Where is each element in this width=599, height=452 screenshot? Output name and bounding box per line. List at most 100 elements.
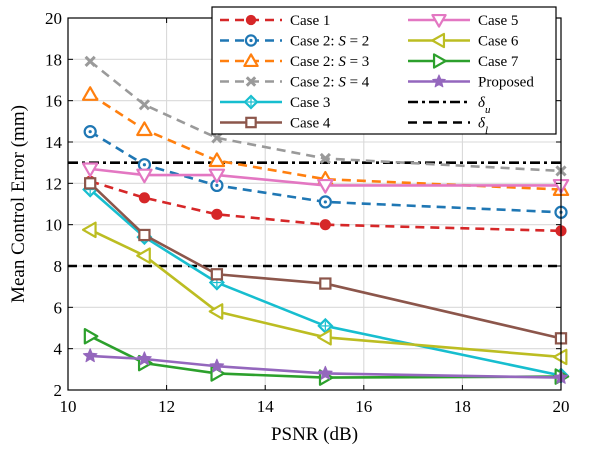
data-point xyxy=(210,268,224,281)
y-tick-label: 8 xyxy=(54,257,63,276)
y-tick-label: 6 xyxy=(54,298,63,317)
marker-stroke xyxy=(245,76,257,87)
series-line xyxy=(89,180,562,233)
marker-stroke xyxy=(84,55,96,68)
data-point xyxy=(317,178,334,194)
y-tick-label: 20 xyxy=(45,9,62,28)
y-tick-label: 18 xyxy=(45,50,62,69)
data-point xyxy=(431,32,446,49)
data-point xyxy=(244,34,258,47)
marker-stroke xyxy=(211,132,223,144)
legend-box xyxy=(211,6,557,135)
legend-label: Case 7 xyxy=(478,54,519,70)
y-tick-label: 10 xyxy=(45,216,62,235)
data-point xyxy=(83,125,97,139)
data-point xyxy=(319,277,332,290)
x-tick-label: 12 xyxy=(158,397,175,416)
data-point xyxy=(136,121,153,137)
data-point xyxy=(138,228,151,242)
data-point xyxy=(208,168,226,184)
x-tick-label: 18 xyxy=(454,397,471,416)
y-tick-label: 16 xyxy=(45,92,62,111)
data-point xyxy=(432,53,447,69)
legend-label: Case 1 xyxy=(290,13,330,29)
legend: Case 1 Case 2: S = 2 Case 2: S = 3 Case 2: … xyxy=(211,6,557,137)
series-line xyxy=(89,60,562,173)
series xyxy=(82,348,569,384)
legend-entry: Case 5 xyxy=(408,13,518,29)
data-point xyxy=(317,329,332,346)
x-axis-label: PSNR (dB) xyxy=(271,424,358,445)
x-tick-label: 20 xyxy=(553,397,570,416)
legend-entry: Case 6 xyxy=(408,32,519,50)
series-lines xyxy=(81,55,570,386)
data-point xyxy=(138,192,150,204)
legend-label: Case 2: S = 2 xyxy=(290,34,369,50)
legend-entry: Case 4 xyxy=(220,116,331,132)
y-tick-label: 14 xyxy=(45,133,63,152)
legend-entry: Case 3 xyxy=(220,94,330,111)
legend-entry: Case 2: S = 4 xyxy=(220,75,370,91)
legend-entry: Case 7 xyxy=(408,53,519,70)
legend-label: δl xyxy=(478,116,488,137)
marker-dot xyxy=(323,200,327,204)
legend-entry: Proposed xyxy=(408,74,534,91)
y-tick-label: 2 xyxy=(54,381,63,400)
y-tick-label: 4 xyxy=(54,340,63,359)
data-point xyxy=(136,168,153,184)
legend-entry: δl xyxy=(408,116,488,137)
series xyxy=(84,177,568,345)
data-point xyxy=(552,348,568,366)
y-tick-label: 12 xyxy=(45,174,62,193)
x-tick-label: 14 xyxy=(257,397,275,416)
x-tick-label: 16 xyxy=(355,397,372,416)
marker-stroke xyxy=(138,99,151,111)
data-point xyxy=(208,303,224,320)
data-point xyxy=(209,358,225,373)
data-point xyxy=(81,221,97,239)
data-point xyxy=(136,247,151,264)
data-point xyxy=(245,14,257,26)
data-point xyxy=(137,351,152,366)
y-axis-label: Mean Control Error (mm) xyxy=(8,105,29,303)
axis-ticks: 10 12 14 16 18 20 2 4 6 8 10 12 14 16 18 20 xyxy=(45,9,570,416)
data-point xyxy=(318,365,333,380)
data-point xyxy=(318,195,332,209)
data-point xyxy=(81,162,99,178)
data-point xyxy=(431,13,447,28)
data-point xyxy=(81,86,99,101)
legend-entry: δu xyxy=(408,95,491,116)
data-point xyxy=(82,348,98,363)
marker-dot xyxy=(249,38,253,43)
legend-label: δu xyxy=(478,95,491,116)
legend-label: Case 6 xyxy=(478,34,519,50)
data-point xyxy=(319,219,331,231)
threshold-lines xyxy=(68,161,561,268)
marker-dot xyxy=(215,183,219,187)
data-point xyxy=(83,328,99,345)
legend-label: Case 2: S = 3 xyxy=(290,54,369,70)
legend-label: Case 4 xyxy=(290,116,331,132)
x-tick-label: 10 xyxy=(60,397,77,416)
marker-stroke xyxy=(319,152,331,165)
marker-dot xyxy=(88,130,92,134)
series xyxy=(84,55,567,177)
data-point xyxy=(84,177,97,190)
legend-label: Proposed xyxy=(478,75,534,91)
legend-entry: Case 2: S = 3 xyxy=(220,53,369,70)
data-point xyxy=(245,116,257,129)
legend-entry: Case 1 xyxy=(220,13,330,29)
data-point xyxy=(243,94,259,110)
legend-label: Case 2: S = 4 xyxy=(290,75,370,91)
data-point xyxy=(84,55,96,68)
marker-dot xyxy=(142,163,147,167)
data-point xyxy=(208,152,226,168)
data-point xyxy=(432,74,446,88)
data-point xyxy=(138,99,151,111)
data-point xyxy=(211,132,223,144)
data-point xyxy=(211,208,223,220)
data-point xyxy=(245,76,257,87)
legend-label: Case 5 xyxy=(478,13,518,29)
legend-label: Case 3 xyxy=(290,95,330,111)
